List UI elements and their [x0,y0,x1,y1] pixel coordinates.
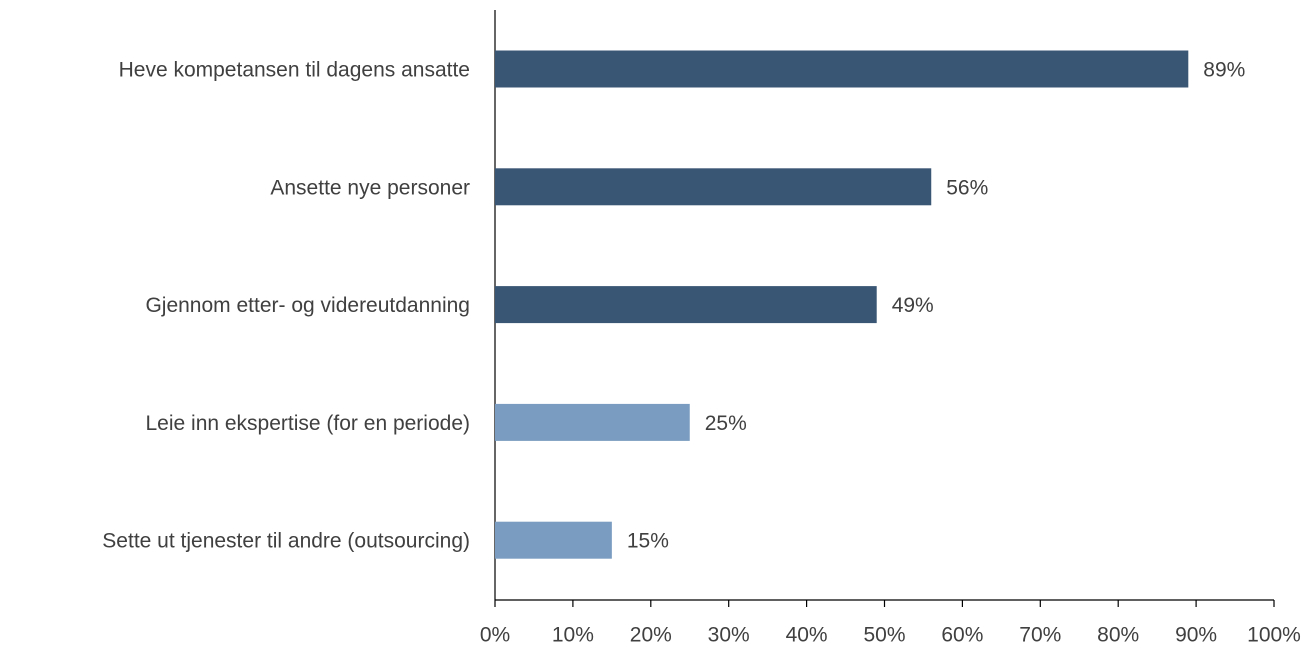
value-label: 25% [705,412,747,435]
bar [495,286,877,324]
x-tick-label: 40% [786,624,828,646]
bar [495,403,690,441]
y-tick-label: Ansette nye personer [270,176,470,199]
value-label: 15% [627,530,669,553]
value-label: 89% [1203,59,1245,82]
x-tick-label: 60% [941,624,983,646]
x-tick-label: 50% [863,624,905,646]
x-tick-label: 0% [480,624,510,646]
y-tick-label: Sette ut tjenester til andre (outsourcin… [102,530,470,553]
bar [495,50,1189,88]
value-label: 56% [946,176,988,199]
x-tick-label: 20% [630,624,672,646]
x-tick-label: 80% [1097,624,1139,646]
x-tick-label: 10% [552,624,594,646]
y-tick-label: Gjennom etter- og videreutdanning [145,294,470,317]
y-tick-label: Heve kompetansen til dagens ansatte [119,59,470,82]
x-tick-label: 90% [1175,624,1217,646]
value-label: 49% [892,294,934,317]
x-tick-label: 100% [1247,624,1301,646]
bar [495,521,612,559]
y-tick-label: Leie inn ekspertise (for en periode) [145,412,470,435]
x-tick-label: 70% [1019,624,1061,646]
bar [495,168,932,206]
x-tick-label: 30% [708,624,750,646]
